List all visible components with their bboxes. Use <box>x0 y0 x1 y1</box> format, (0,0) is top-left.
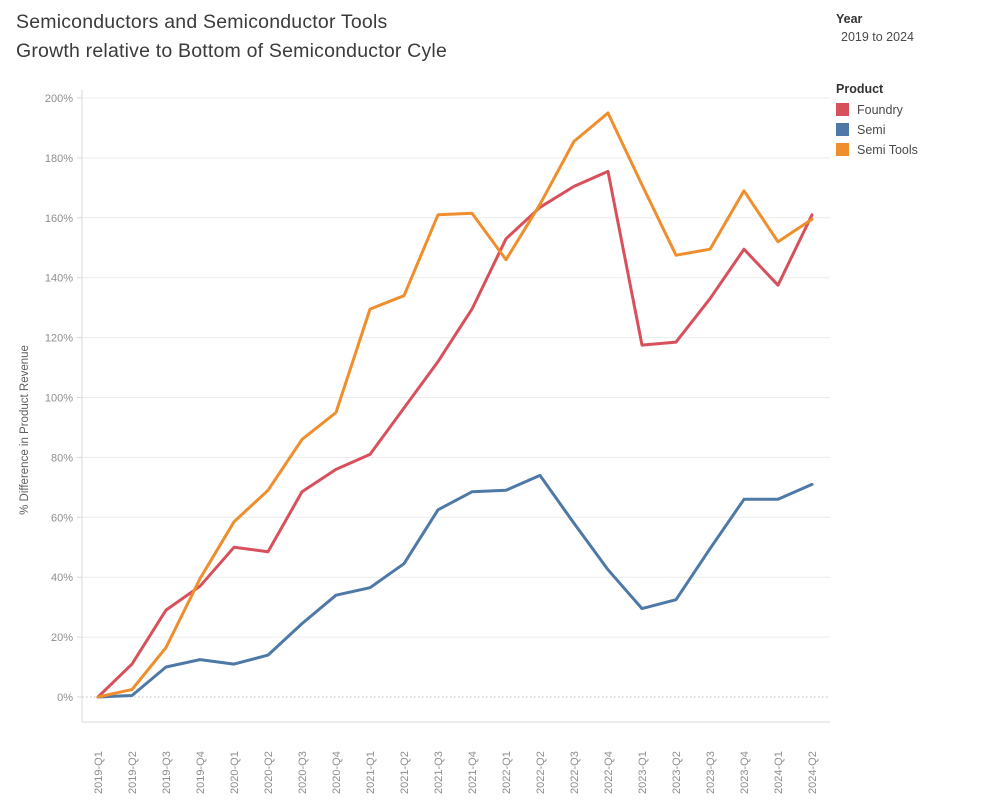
y-axis-title: % Difference in Product Revenue <box>19 345 31 515</box>
semi-tools-swatch-icon <box>836 143 849 156</box>
legend-label-foundry: Foundry <box>857 102 903 117</box>
x-tick-label: 2024-Q2 <box>807 751 819 794</box>
y-tick-label: 140% <box>45 273 73 285</box>
x-tick-label: 2022-Q3 <box>569 751 581 794</box>
x-tick-label: 2019-Q2 <box>127 751 139 794</box>
y-tick-label: 40% <box>51 572 73 584</box>
foundry-line[interactable] <box>96 169 814 699</box>
semi-tools-line[interactable] <box>96 111 814 699</box>
y-tick-label: 120% <box>45 333 73 345</box>
x-tick-label: 2023-Q3 <box>705 751 717 794</box>
legend-item-semi[interactable]: Semi <box>836 122 996 137</box>
x-tick-label: 2022-Q4 <box>603 751 615 794</box>
x-tick-label: 2020-Q4 <box>331 751 343 794</box>
x-tick-label: 2022-Q2 <box>535 751 547 794</box>
x-tick-label: 2023-Q4 <box>739 751 751 794</box>
foundry-swatch-icon <box>836 103 849 116</box>
x-tick-label: 2020-Q2 <box>263 751 275 794</box>
y-tick-label: 0% <box>57 692 73 704</box>
x-tick-label: 2019-Q4 <box>195 751 207 794</box>
y-tick-label: 80% <box>51 452 73 464</box>
x-tick-label: 2021-Q4 <box>467 751 479 794</box>
chart-title: Semiconductors and Semiconductor Tools G… <box>16 8 447 66</box>
y-tick-label: 180% <box>45 153 73 165</box>
x-tick-label: 2020-Q3 <box>297 751 309 794</box>
y-tick-label: 100% <box>45 393 73 405</box>
x-tick-label: 2019-Q3 <box>161 751 173 794</box>
x-tick-label: 2023-Q2 <box>671 751 683 794</box>
semi-line[interactable] <box>96 473 814 699</box>
y-tick-label: 200% <box>45 93 73 105</box>
semi-swatch-icon <box>836 123 849 136</box>
legend-item-foundry[interactable]: Foundry <box>836 102 996 117</box>
legend-label-semi: Semi <box>857 122 886 137</box>
x-tick-label: 2020-Q1 <box>229 751 241 794</box>
year-filter-panel: Year 2019 to 2024 <box>836 12 996 44</box>
product-legend: Product Foundry Semi Semi Tools <box>836 82 996 157</box>
chart-title-line-2: Growth relative to Bottom of Semiconduct… <box>16 40 447 62</box>
y-tick-label: 20% <box>51 632 73 644</box>
x-tick-label: 2021-Q1 <box>365 751 377 794</box>
x-tick-label: 2022-Q1 <box>501 751 513 794</box>
y-tick-label: 60% <box>51 512 73 524</box>
legend-title: Product <box>836 82 884 96</box>
year-filter-title: Year <box>836 12 863 26</box>
legend-label-semi-tools: Semi Tools <box>857 142 918 157</box>
x-tick-label: 2024-Q1 <box>773 751 785 794</box>
x-tick-label: 2021-Q3 <box>433 751 445 794</box>
x-tick-label: 2021-Q2 <box>399 751 411 794</box>
chart-title-line-1: Semiconductors and Semiconductor Tools <box>16 11 388 33</box>
x-tick-label: 2019-Q1 <box>93 751 105 794</box>
year-filter-value[interactable]: 2019 to 2024 <box>841 30 914 44</box>
legend-item-semi-tools[interactable]: Semi Tools <box>836 142 996 157</box>
y-tick-label: 160% <box>45 213 73 225</box>
x-tick-label: 2023-Q1 <box>637 751 649 794</box>
